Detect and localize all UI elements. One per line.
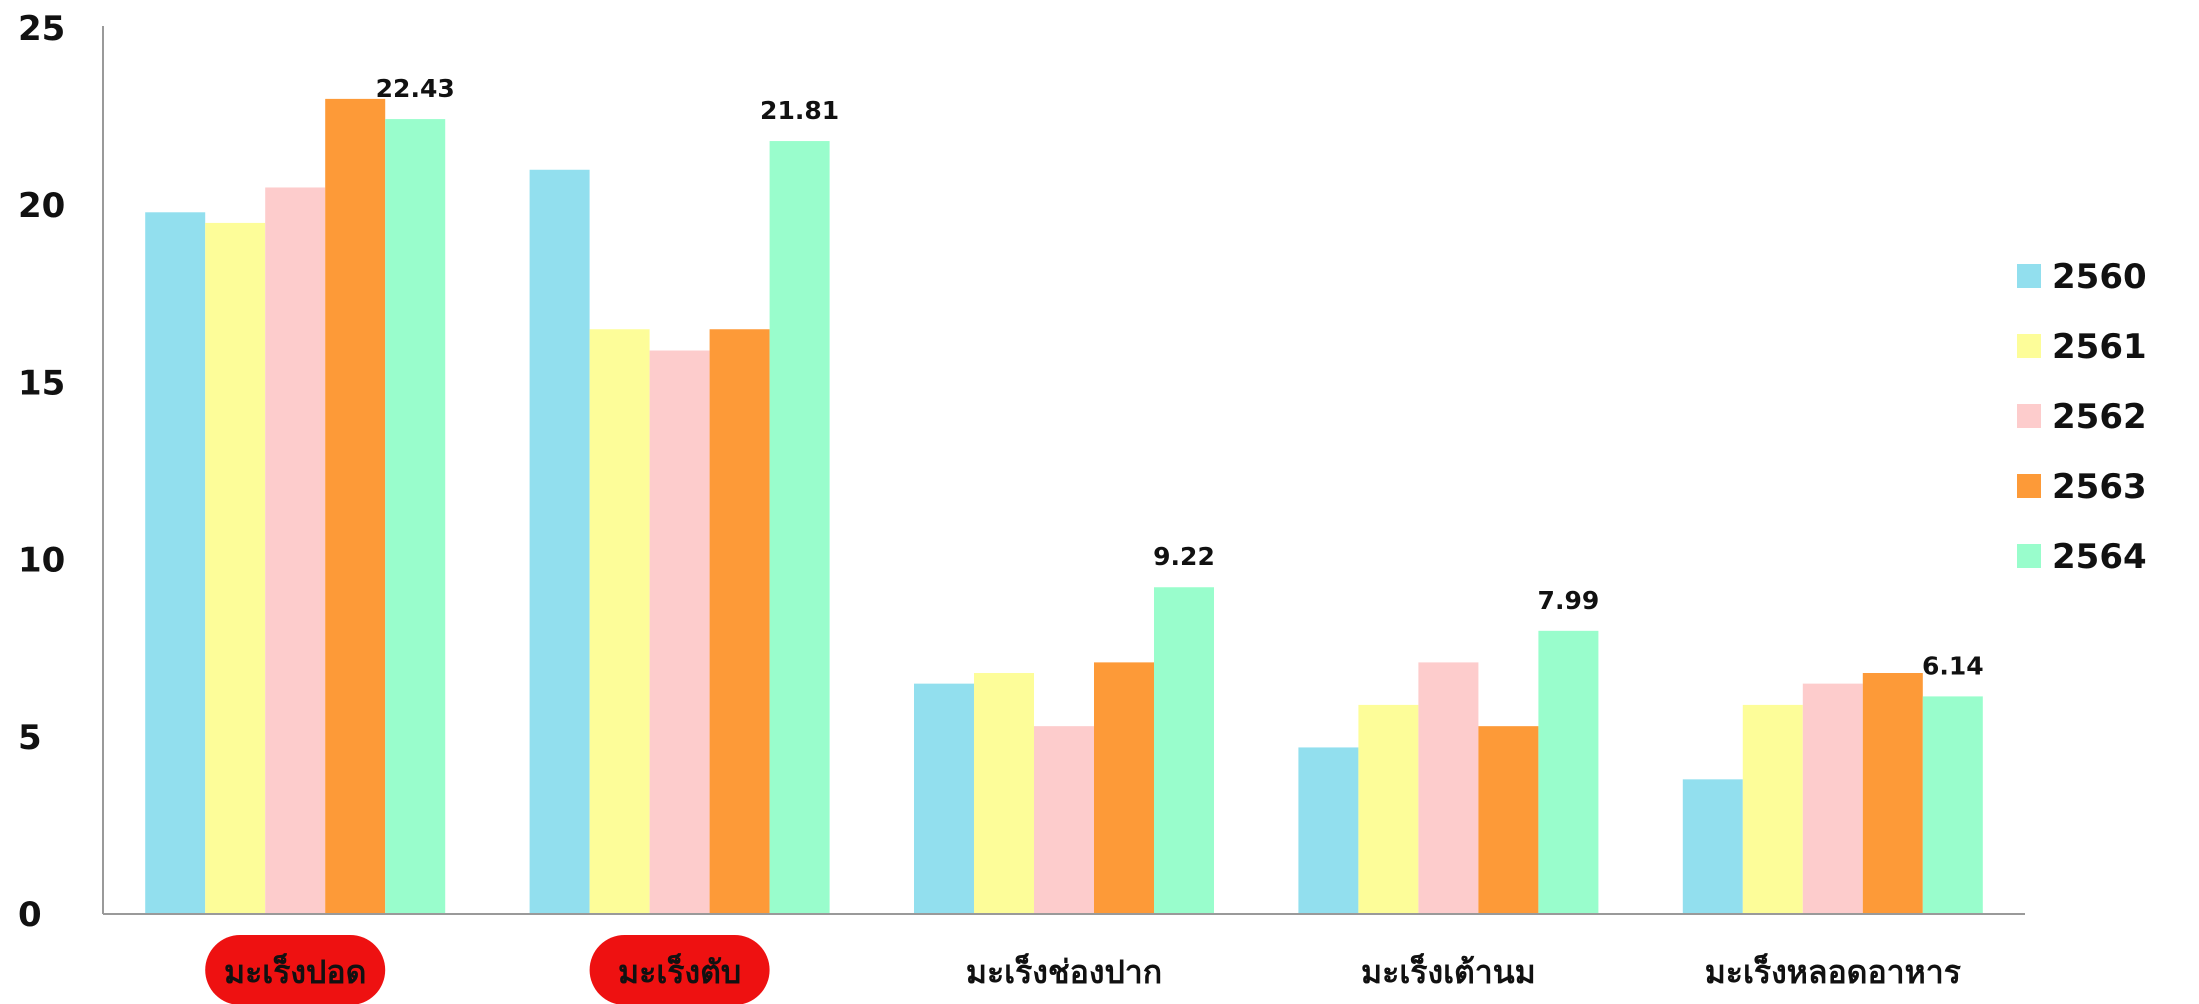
legend-label: 2561 [2052,327,2147,367]
y-tick-label: 25 [18,9,65,49]
legend-swatch [2017,334,2041,358]
labels-layer: 22.43 21.81 9.22 7.99 6.14 มะเร็งปอด มะเร็งตับ… [205,74,1984,1004]
y-tick-label: 0 [18,895,42,935]
data-label: 21.81 [760,96,839,125]
legend: 2560 2561 2562 2563 2564 [2017,257,2147,577]
bar [1922,696,1983,914]
bar [1154,587,1214,914]
category-label: มะเร็งตับ [618,952,741,991]
y-tick-label: 5 [18,718,42,758]
bar [325,98,386,914]
data-label: 7.99 [1538,586,1600,615]
bar [1538,630,1599,914]
data-label: 22.43 [376,74,455,103]
bar [145,212,206,915]
bar [1034,726,1094,914]
bar [709,329,770,914]
legend-label: 2560 [2052,257,2147,297]
category-highlight-pill [205,935,386,1004]
category-highlight-pill [589,935,770,1004]
bar [1094,662,1154,914]
category-label: มะเร็งหลอดอาหาร [1705,952,1961,991]
legend-swatch [2017,544,2041,568]
bar [205,222,266,915]
bar [385,119,446,914]
bar [1418,662,1479,914]
bar [974,673,1034,914]
data-label: 6.14 [1922,651,1984,680]
bar [1358,704,1419,914]
legend-swatch [2017,474,2041,498]
bars-layer [145,98,1983,915]
y-tick-label: 10 [18,541,65,581]
bar [265,187,326,915]
data-label: 9.22 [1153,542,1215,571]
bar [1478,726,1539,914]
bar [529,169,590,914]
category-label: มะเร็งปอด [224,952,366,991]
legend-label: 2563 [2052,467,2147,507]
bar [1802,683,1863,914]
legend-swatch [2017,404,2041,428]
bar [769,141,830,915]
legend-label: 2562 [2052,397,2147,437]
bar [1862,673,1923,914]
axes-layer: 0 5 10 15 20 25 [18,9,2025,935]
bar [914,683,974,914]
category-label: มะเร็งช่องปาก [966,952,1162,991]
bar [589,329,650,914]
bar [1298,747,1359,914]
y-tick-label: 15 [18,363,65,403]
legend-swatch [2017,264,2041,288]
bar [1742,704,1803,914]
bar [649,350,710,914]
category-label: มะเร็งเต้านม [1361,952,1536,991]
y-tick-label: 20 [18,186,65,226]
legend-label: 2564 [2052,537,2147,577]
bar [1682,779,1743,914]
